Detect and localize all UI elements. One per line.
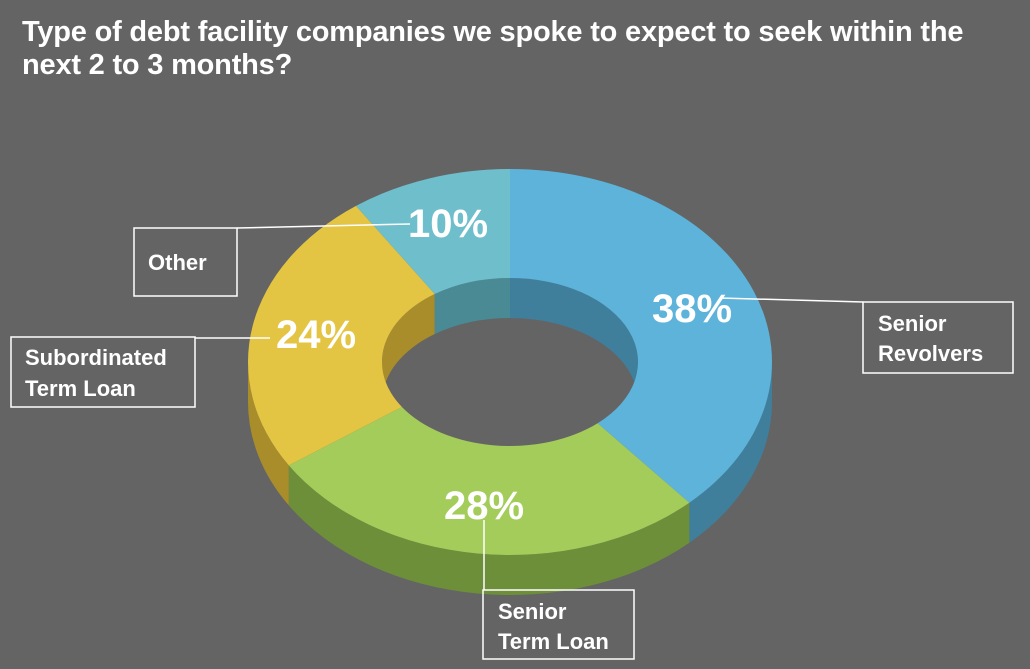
donut-inner-walls [382,278,638,402]
donut-slices [248,169,772,555]
callout-box-senior-term-loan [482,589,635,660]
value-label-senior-term-loan: 28% [444,484,524,528]
legend-label-senior-term-loan-line-2: Term Loan [498,629,609,654]
side-wall-senior-revolvers [689,362,772,543]
callout-other: Other [133,223,411,297]
leader-line-other [236,223,411,229]
value-label-senior-revolvers: 38% [652,287,732,331]
legend-label-senior-revolvers-line-2: Revolvers [878,341,983,366]
side-wall-subordinated-term-loan [248,362,289,506]
value-label-subordinated-term-loan: 24% [276,313,356,357]
legend-label-senior-term-loan-line-1: Senior [498,599,567,624]
legend-label-subordinated-term-loan-line-2: Term Loan [25,376,136,401]
callout-subordinated-term-loan: Subordinated Term Loan [10,336,270,408]
callout-box-senior-revolvers [862,301,1014,374]
slice-subordinated-term-loan [248,205,435,466]
legend-label-senior-revolvers-line-1: Senior [878,311,947,336]
legend-label-subordinated-term-loan-line-1: Subordinated [25,345,167,370]
donut-side-walls [248,362,772,595]
legend-label-other-line-1: Other [148,250,207,275]
chart-title: Type of debt facility companies we spoke… [22,16,964,81]
callout-box-subordinated-term-loan [10,336,196,408]
callout-box-other [133,227,238,297]
value-label-other: 10% [408,202,488,246]
value-labels: 38% 28% 24% 10% [276,202,732,528]
leader-line-senior-revolvers [719,297,864,303]
slice-other [356,169,510,295]
inner-wall-senior-revolvers [510,278,638,402]
side-wall-senior-term-loan [288,465,690,595]
slice-senior-term-loan [288,407,690,555]
callout-senior-revolvers: Senior Revolvers [719,297,1014,374]
inner-wall-other [434,278,510,335]
slice-senior-revolvers [510,169,772,503]
inner-wall-subordinated-term-loan [382,294,435,402]
callout-senior-term-loan: Senior Term Loan [482,520,635,660]
